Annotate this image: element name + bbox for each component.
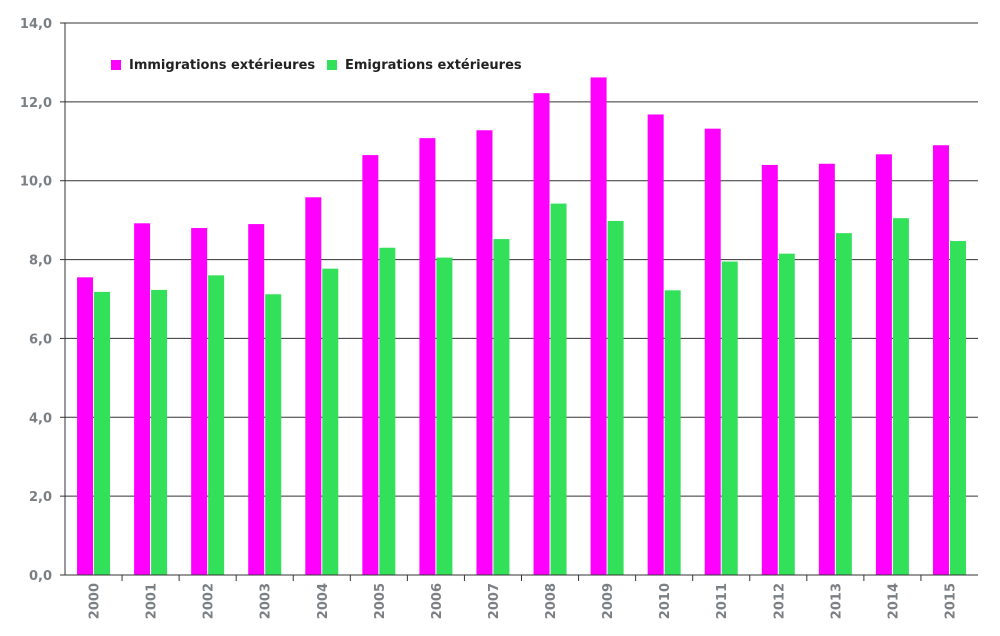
- bar-immigrations: [818, 163, 835, 575]
- bar-immigrations: [191, 228, 208, 575]
- bar-emigrations: [208, 275, 225, 575]
- x-tick-labels: 2000 2001 2002 2003 2004 2005 2006 2007 2008 2009…: [88, 583, 959, 619]
- legend: Immigrations extérieures Emigrations ext…: [111, 58, 522, 73]
- y-tick-label: 10,0: [20, 175, 52, 190]
- legend-label-emigrations: Emigrations extérieures: [345, 58, 522, 73]
- x-tick-label: 2007: [487, 583, 502, 619]
- x-tick-label: 2003: [259, 583, 274, 619]
- bar-emigrations: [778, 253, 795, 575]
- bar-immigrations: [134, 223, 151, 575]
- bar-emigrations: [436, 257, 453, 575]
- bar-immigrations: [362, 155, 379, 576]
- x-tick-label: 2005: [373, 583, 388, 619]
- y-tick-label: 8,0: [29, 254, 52, 269]
- x-tick-label: 2015: [943, 583, 958, 619]
- bar-emigrations: [322, 268, 339, 575]
- bar-emigrations: [94, 291, 111, 575]
- bar-immigrations: [761, 164, 778, 575]
- x-tick-label: 2008: [544, 583, 559, 619]
- y-tick-label: 2,0: [29, 490, 52, 505]
- x-tick-label: 2002: [202, 583, 217, 619]
- bar-emigrations: [664, 290, 681, 575]
- y-tick-label: 0,0: [29, 569, 52, 584]
- bar-immigrations: [476, 130, 493, 575]
- bar-emigrations: [379, 247, 396, 575]
- x-tick-label: 2000: [88, 583, 103, 619]
- y-tick-label: 12,0: [20, 96, 52, 111]
- x-tick-label: 2009: [601, 583, 616, 619]
- bar-immigrations: [533, 93, 550, 575]
- x-tick-label: 2012: [772, 583, 787, 619]
- x-tick-label: 2013: [829, 583, 844, 619]
- bars: [77, 77, 966, 576]
- bar-emigrations: [550, 203, 567, 575]
- x-tick-label: 2001: [145, 583, 160, 619]
- bar-immigrations: [590, 77, 607, 575]
- legend-label-immigrations: Immigrations extérieures: [129, 58, 315, 73]
- bar-emigrations: [892, 218, 909, 575]
- legend-swatch-immigrations: [111, 60, 121, 70]
- bar-immigrations: [704, 128, 721, 575]
- bar-immigrations: [305, 197, 322, 575]
- bar-immigrations: [77, 277, 94, 575]
- bar-immigrations: [419, 138, 436, 576]
- bar-immigrations: [248, 224, 265, 576]
- bar-emigrations: [835, 233, 852, 575]
- x-tick-label: 2004: [316, 583, 331, 619]
- bar-emigrations: [265, 294, 282, 575]
- bar-emigrations: [607, 220, 624, 575]
- y-tick-labels: 0,0 2,0 4,0 6,0 8,0 10,0 12,0 14,0: [20, 17, 52, 584]
- bar-emigrations: [493, 239, 510, 575]
- y-tick-label: 14,0: [20, 17, 52, 32]
- bar-immigrations: [647, 114, 664, 575]
- axes: [60, 22, 978, 581]
- x-tick-label: 2010: [658, 583, 673, 619]
- y-tick-label: 4,0: [29, 411, 52, 426]
- legend-swatch-emigrations: [327, 60, 337, 70]
- x-tick-label: 2006: [430, 583, 445, 619]
- x-tick-label: 2014: [886, 583, 901, 619]
- bar-immigrations: [932, 145, 949, 575]
- bar-emigrations: [151, 289, 168, 575]
- x-tick-label: 2011: [715, 583, 730, 619]
- bar-emigrations: [721, 261, 738, 575]
- y-tick-label: 6,0: [29, 332, 52, 347]
- bar-emigrations: [949, 241, 966, 576]
- bar-immigrations: [875, 154, 892, 575]
